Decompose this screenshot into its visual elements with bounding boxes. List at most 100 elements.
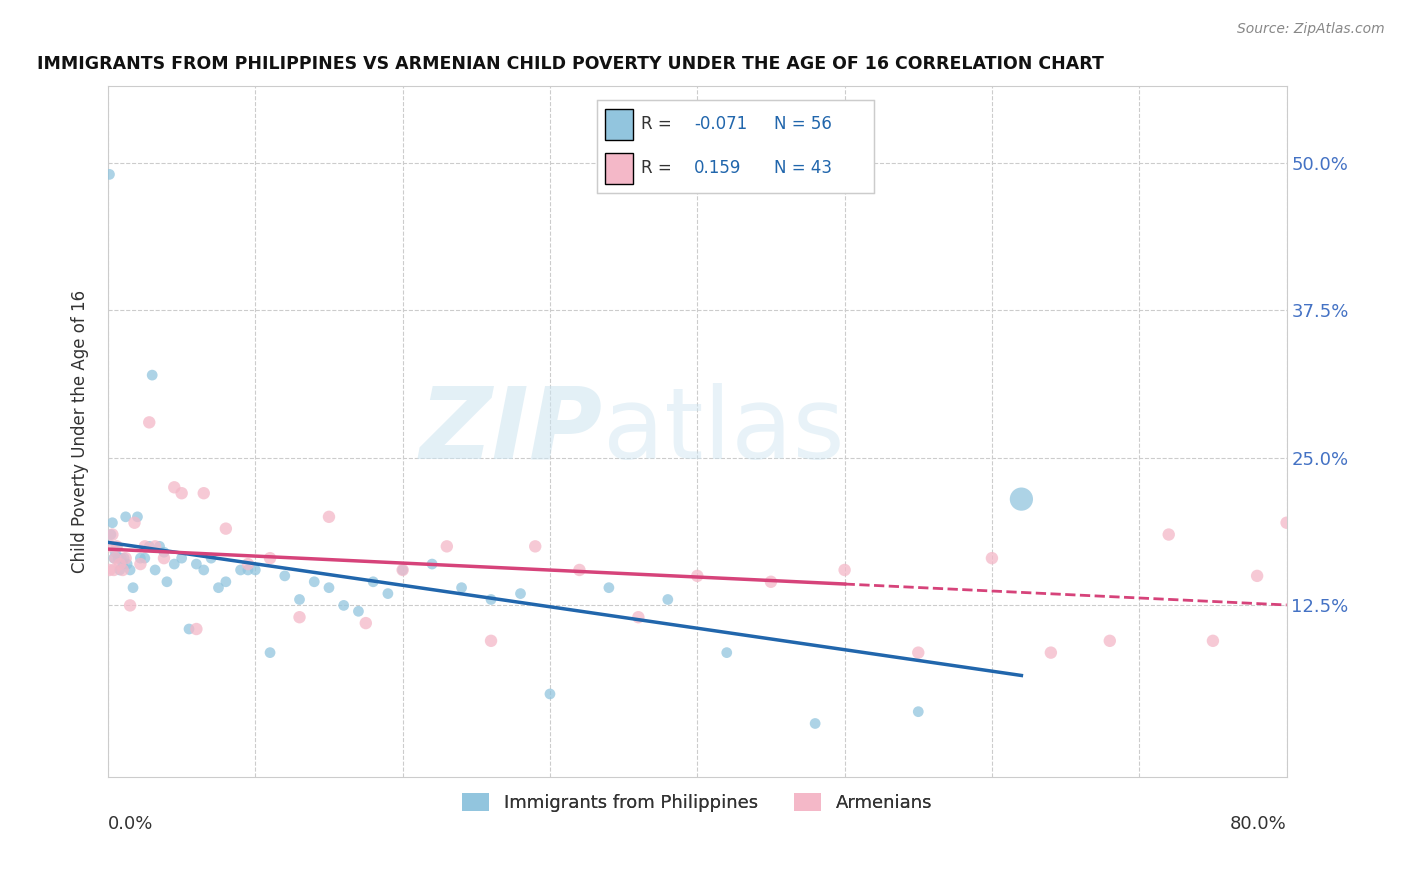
Point [207,581,229,595]
Point [907,705,929,719]
Point [153,545,176,559]
Text: 0.0%: 0.0% [108,814,153,832]
Point [103,551,125,566]
Point [1157,527,1180,541]
Point [104,551,127,566]
Point [354,616,377,631]
Point [100,540,122,554]
Point [101,516,124,530]
Point [1275,516,1298,530]
Point [124,516,146,530]
Point [143,540,166,554]
Y-axis label: Child Poverty Under the Age of 16: Child Poverty Under the Age of 16 [72,290,89,573]
Point [479,592,502,607]
Point [127,509,149,524]
Point [143,563,166,577]
Point [107,551,129,566]
Point [193,486,215,500]
Point [318,581,340,595]
Point [450,581,472,595]
Point [259,551,281,566]
Point [332,599,354,613]
Point [120,563,142,577]
Point [229,563,252,577]
Point [361,574,384,589]
Point [138,415,160,429]
Point [1039,646,1062,660]
Point [215,522,238,536]
Point [347,604,370,618]
Point [1010,492,1032,507]
Point [186,622,208,636]
Point [186,557,208,571]
Point [524,540,547,554]
Point [907,646,929,660]
Point [509,586,531,600]
Point [111,563,134,577]
Point [114,509,136,524]
Point [111,557,134,571]
Point [100,527,122,541]
Point [981,551,1004,566]
Text: IMMIGRANTS FROM PHILIPPINES VS ARMENIAN CHILD POVERTY UNDER THE AGE OF 16 CORREL: IMMIGRANTS FROM PHILIPPINES VS ARMENIAN … [38,55,1104,73]
Point [200,551,222,566]
Point [134,551,156,566]
Point [420,557,443,571]
Point [759,574,782,589]
Point [318,509,340,524]
Point [236,563,259,577]
Point [163,557,186,571]
Point [120,599,142,613]
Point [103,563,125,577]
Point [436,540,458,554]
Point [834,563,856,577]
Point [391,563,413,577]
Point [138,540,160,554]
Point [112,551,135,566]
Point [377,586,399,600]
Point [304,574,326,589]
Point [657,592,679,607]
Point [114,551,136,566]
Point [538,687,561,701]
Point [259,646,281,660]
Point [193,563,215,577]
Point [105,540,128,554]
Point [1246,569,1268,583]
Point [110,551,132,566]
Point [134,540,156,554]
Point [215,574,238,589]
Point [479,633,502,648]
Text: Source: ZipAtlas.com: Source: ZipAtlas.com [1237,22,1385,37]
Point [129,557,152,571]
Point [122,581,145,595]
Point [129,551,152,566]
Point [156,574,179,589]
Point [1202,633,1225,648]
Point [105,540,128,554]
Legend: Immigrants from Philippines, Armenians: Immigrants from Philippines, Armenians [456,786,939,820]
Point [716,646,738,660]
Text: 80.0%: 80.0% [1230,814,1286,832]
Point [274,569,297,583]
Point [1098,633,1121,648]
Point [108,563,131,577]
Point [598,581,620,595]
Point [686,569,709,583]
Point [148,540,170,554]
Text: atlas: atlas [603,383,845,480]
Point [115,557,138,571]
Point [101,527,124,541]
Text: ZIP: ZIP [420,383,603,480]
Point [391,563,413,577]
Point [98,563,121,577]
Point [627,610,650,624]
Point [153,551,176,566]
Point [98,167,121,181]
Point [104,545,127,559]
Point [568,563,591,577]
Point [236,557,259,571]
Point [170,551,193,566]
Point [170,486,193,500]
Point [108,557,131,571]
